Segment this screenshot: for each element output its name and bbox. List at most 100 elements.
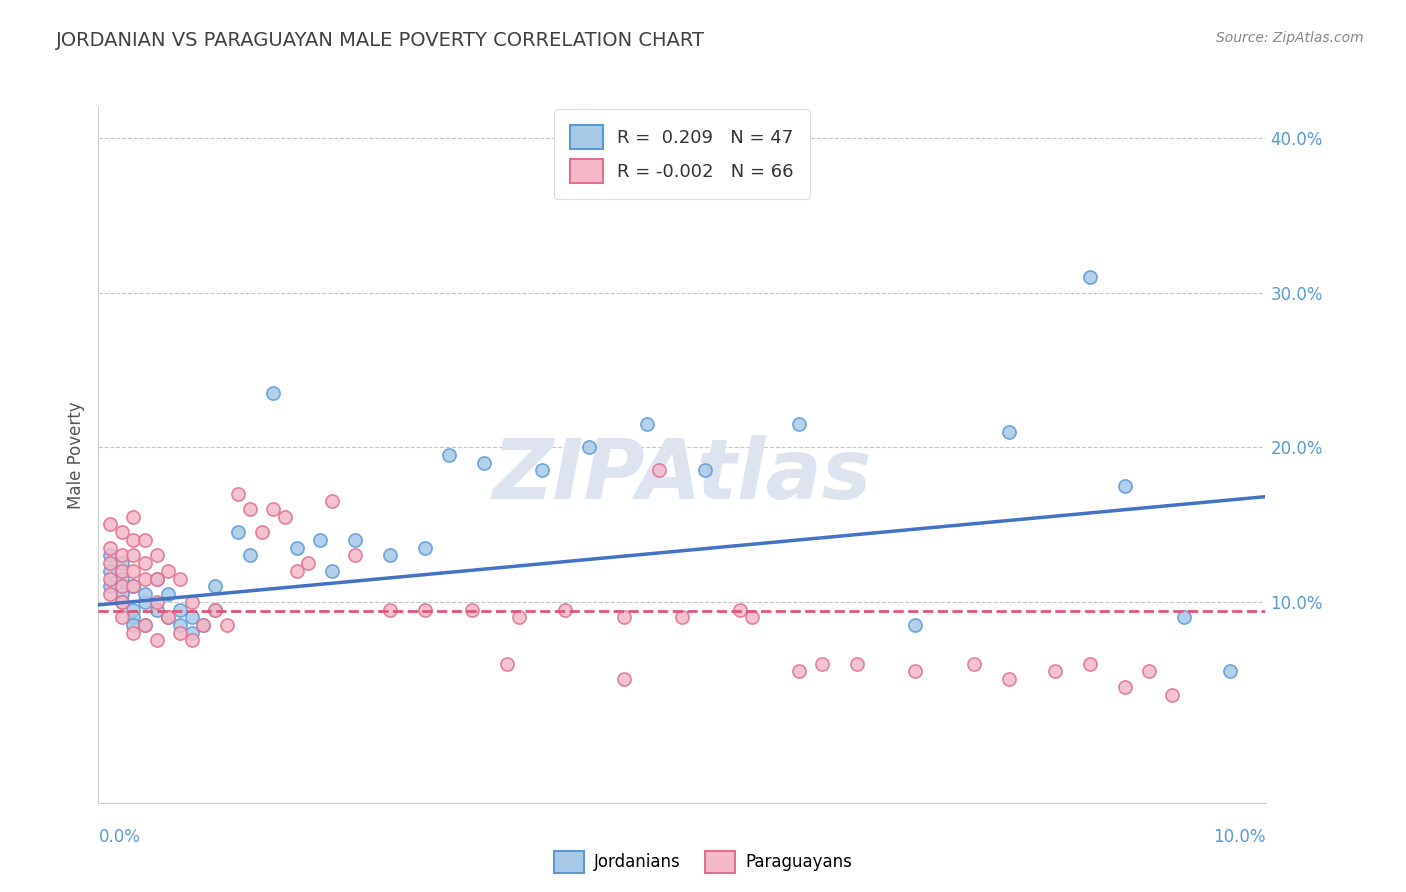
- Point: [1080, 270, 1102, 285]
- Point: [554, 602, 576, 616]
- Point: [146, 572, 169, 586]
- Point: [1045, 665, 1067, 679]
- Point: [1173, 610, 1195, 624]
- Point: [98, 572, 121, 586]
- Point: [98, 517, 121, 532]
- Point: [98, 541, 121, 555]
- Point: [134, 533, 156, 547]
- Point: [111, 610, 134, 624]
- Point: [157, 587, 180, 601]
- Point: [98, 587, 121, 601]
- Point: [1080, 657, 1102, 671]
- Point: [180, 595, 202, 609]
- Point: [111, 587, 134, 601]
- Y-axis label: Male Poverty: Male Poverty: [66, 401, 84, 508]
- Text: Source: ZipAtlas.com: Source: ZipAtlas.com: [1216, 31, 1364, 45]
- Point: [169, 572, 191, 586]
- Point: [321, 494, 343, 508]
- Point: [612, 610, 634, 624]
- Point: [380, 549, 402, 563]
- Point: [285, 564, 308, 578]
- Text: 0.0%: 0.0%: [98, 828, 141, 846]
- Point: [204, 579, 226, 593]
- Point: [122, 533, 145, 547]
- Point: [380, 602, 402, 616]
- Point: [344, 549, 367, 563]
- Point: [157, 564, 180, 578]
- Point: [578, 440, 600, 454]
- Point: [962, 657, 984, 671]
- Point: [239, 549, 262, 563]
- Point: [134, 618, 156, 632]
- Point: [122, 602, 145, 616]
- Point: [250, 525, 273, 540]
- Point: [297, 556, 319, 570]
- Legend: R =  0.209   N = 47, R = -0.002   N = 66: R = 0.209 N = 47, R = -0.002 N = 66: [554, 109, 810, 199]
- Point: [496, 657, 519, 671]
- Point: [1161, 688, 1184, 702]
- Point: [530, 463, 553, 477]
- Point: [134, 595, 156, 609]
- Point: [146, 633, 169, 648]
- Point: [997, 425, 1019, 439]
- Point: [193, 618, 215, 632]
- Point: [111, 579, 134, 593]
- Point: [180, 633, 202, 648]
- Point: [134, 556, 156, 570]
- Point: [111, 556, 134, 570]
- Point: [98, 549, 121, 563]
- Point: [204, 602, 226, 616]
- Point: [1114, 479, 1136, 493]
- Point: [122, 625, 145, 640]
- Point: [169, 618, 191, 632]
- Point: [204, 602, 226, 616]
- Point: [98, 564, 121, 578]
- Point: [122, 579, 145, 593]
- Point: [309, 533, 332, 547]
- Point: [671, 610, 693, 624]
- Point: [98, 579, 121, 593]
- Point: [157, 610, 180, 624]
- Point: [1114, 680, 1136, 694]
- Text: ZIPAtlas: ZIPAtlas: [492, 435, 872, 516]
- Text: 10.0%: 10.0%: [1213, 828, 1265, 846]
- Point: [239, 502, 262, 516]
- Point: [193, 618, 215, 632]
- Point: [437, 448, 460, 462]
- Point: [811, 657, 834, 671]
- Point: [262, 502, 284, 516]
- Point: [134, 618, 156, 632]
- Point: [274, 509, 297, 524]
- Point: [111, 549, 134, 563]
- Point: [228, 525, 250, 540]
- Legend: Jordanians, Paraguayans: Jordanians, Paraguayans: [547, 845, 859, 880]
- Point: [344, 533, 367, 547]
- Point: [146, 572, 169, 586]
- Point: [461, 602, 484, 616]
- Point: [157, 610, 180, 624]
- Point: [215, 618, 238, 632]
- Point: [472, 456, 495, 470]
- Point: [134, 587, 156, 601]
- Point: [997, 672, 1019, 686]
- Point: [169, 625, 191, 640]
- Point: [846, 657, 869, 671]
- Point: [904, 618, 927, 632]
- Point: [111, 525, 134, 540]
- Point: [695, 463, 717, 477]
- Point: [111, 572, 134, 586]
- Point: [787, 665, 810, 679]
- Point: [904, 665, 927, 679]
- Point: [122, 610, 145, 624]
- Point: [98, 556, 121, 570]
- Point: [413, 602, 436, 616]
- Point: [122, 618, 145, 632]
- Point: [122, 564, 145, 578]
- Point: [111, 595, 134, 609]
- Point: [111, 595, 134, 609]
- Point: [285, 541, 308, 555]
- Point: [146, 595, 169, 609]
- Point: [321, 564, 343, 578]
- Point: [228, 486, 250, 500]
- Point: [787, 417, 810, 431]
